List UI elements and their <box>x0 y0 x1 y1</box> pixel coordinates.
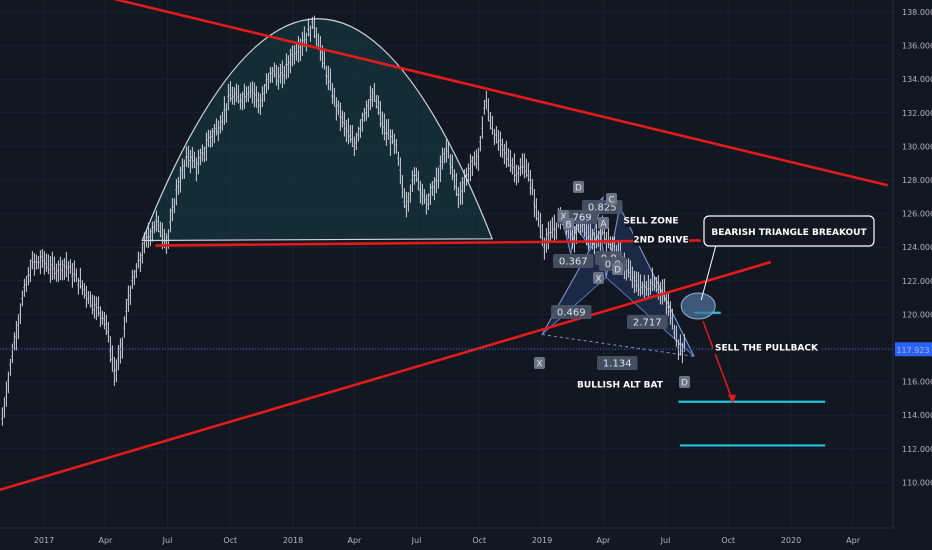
ratio-bd-bg <box>627 315 668 329</box>
label-second-drive-text: 2ND DRIVE <box>633 236 688 246</box>
label-sell-zone-bg <box>625 213 677 227</box>
label-sell-pullback-text: SELL THE PULLBACK <box>715 344 819 354</box>
time-tick-label: Jul <box>411 536 422 545</box>
price-tick-label: 120.000 <box>902 310 932 319</box>
bat-point-d-bg <box>679 376 690 388</box>
price-axis-panel <box>893 0 932 550</box>
drive-point-x2-bg <box>593 272 604 284</box>
label-sell-pullback: SELL THE PULLBACK <box>713 340 820 354</box>
bat-xd-line <box>541 334 695 357</box>
bat-point-x-bg <box>534 357 545 369</box>
sell-arrow-head <box>728 394 737 404</box>
sell-arrow-line <box>702 320 734 403</box>
drive-point-b-text: B <box>565 221 571 231</box>
label-sell-pullback-bg <box>713 340 820 354</box>
ratio-drive-1-text: 0.769 <box>563 213 592 224</box>
ratio-drive-3-text: 0.367 <box>559 257 588 268</box>
time-tick-label: 2018 <box>283 536 303 545</box>
drive-point-a-text: A <box>600 220 607 230</box>
rounding-top-shape <box>141 18 494 242</box>
trendline-lower-support <box>0 261 772 492</box>
current-price-label: 117.923 <box>896 346 929 355</box>
time-tick-label: 2019 <box>532 536 552 545</box>
drive-point-d2: D <box>612 263 623 276</box>
price-tick-label: 128.000 <box>902 176 932 185</box>
label-bearish-breakout-text: BEARISH TRIANGLE BREAKOUT <box>711 228 867 238</box>
ratio-bd: 2.717 <box>627 315 668 329</box>
drive-point-d2-bg <box>612 263 623 275</box>
label-sell-zone: SELL ZONE <box>623 213 679 227</box>
label-bearish-breakout-bg <box>703 215 875 247</box>
drive-point-d2-text: D <box>614 266 621 276</box>
time-tick-label: Jul <box>660 536 671 545</box>
bat-point-x-text: X <box>536 360 542 370</box>
label-bullish-alt-bat-bg <box>574 377 666 391</box>
ratio-xb: 0.469 <box>551 305 592 319</box>
drive-point-d-bg <box>573 181 584 193</box>
price-tick-label: 112.000 <box>902 445 932 454</box>
label-sell-zone-text: SELL ZONE <box>623 217 678 227</box>
time-tick-label: Oct <box>472 536 486 545</box>
time-tick-label: Oct <box>721 536 735 545</box>
drive-point-c: C <box>606 193 617 206</box>
drive-point-d-text: D <box>575 184 582 194</box>
price-tick-label: 124.000 <box>902 243 932 252</box>
time-tick-label: Oct <box>223 536 237 545</box>
ratio-drive-3: 0.367 <box>553 254 594 268</box>
label-bullish-alt-bat: BULLISH ALT BAT <box>574 377 666 391</box>
drive-point-a: A <box>598 217 609 230</box>
bat-point-d-text: D <box>681 379 688 389</box>
price-tick-label: 134.000 <box>902 75 932 84</box>
bat-point-x: X <box>534 357 545 370</box>
trendline-horizontal-neckline <box>155 239 701 247</box>
drive-point-x2-text: X <box>595 275 601 285</box>
time-tick-label: Apr <box>98 536 113 545</box>
current-price-badge-bg <box>895 342 932 357</box>
drive-point-x-text: X <box>560 213 566 223</box>
trendline-upper-resistance <box>112 0 888 187</box>
drive-point-x2: X <box>593 272 604 285</box>
price-tick-label: 136.000 <box>902 42 932 51</box>
price-tick-label: 132.000 <box>902 109 932 118</box>
drive-point-d: D <box>573 181 584 194</box>
ratio-bd-text: 2.717 <box>633 318 662 329</box>
label-second-drive-bg <box>633 232 689 246</box>
time-tick-label: Apr <box>846 536 861 545</box>
drive-point-b-bg <box>563 218 574 230</box>
price-tick-label: 110.000 <box>902 478 932 487</box>
ratio-xd-text: 1.134 <box>603 359 632 370</box>
time-tick-label: Apr <box>596 536 611 545</box>
drive-point-c-text: C <box>608 196 614 206</box>
label-bullish-alt-bat-text: BULLISH ALT BAT <box>577 381 664 391</box>
breakout-circle <box>680 292 716 320</box>
price-tick-label: 130.000 <box>902 142 932 151</box>
ratio-drive-3-bg <box>553 254 594 268</box>
drive-point-c-bg <box>606 193 617 205</box>
ratio-drive-2-text: 0.825 <box>588 203 617 214</box>
time-axis-panel <box>0 528 932 550</box>
ratio-xd-bg <box>597 356 638 370</box>
time-tick-label: 2017 <box>34 536 54 545</box>
bat-point-d: D <box>679 376 690 389</box>
time-tick-label: Apr <box>347 536 362 545</box>
price-tick-label: 138.000 <box>902 8 932 17</box>
ratio-xb-bg <box>551 305 592 319</box>
label-bearish-breakout: BEARISH TRIANGLE BREAKOUT <box>703 215 875 247</box>
drive-point-a-bg <box>598 217 609 229</box>
price-tick-label: 114.000 <box>902 411 932 420</box>
breakout-callout-line <box>700 244 717 301</box>
price-tick-label: 116.000 <box>902 378 932 387</box>
ratio-xd: 1.134 <box>597 356 638 370</box>
price-tick-label: 122.000 <box>902 277 932 286</box>
label-second-drive: 2ND DRIVE <box>633 232 689 246</box>
time-tick-label: 2020 <box>781 536 801 545</box>
drive-point-b: B <box>563 218 574 231</box>
time-tick-label: Jul <box>162 536 173 545</box>
ratio-xb-text: 0.469 <box>557 308 586 319</box>
current-price-badge: 117.923 <box>895 342 932 357</box>
price-tick-label: 126.000 <box>902 210 932 219</box>
